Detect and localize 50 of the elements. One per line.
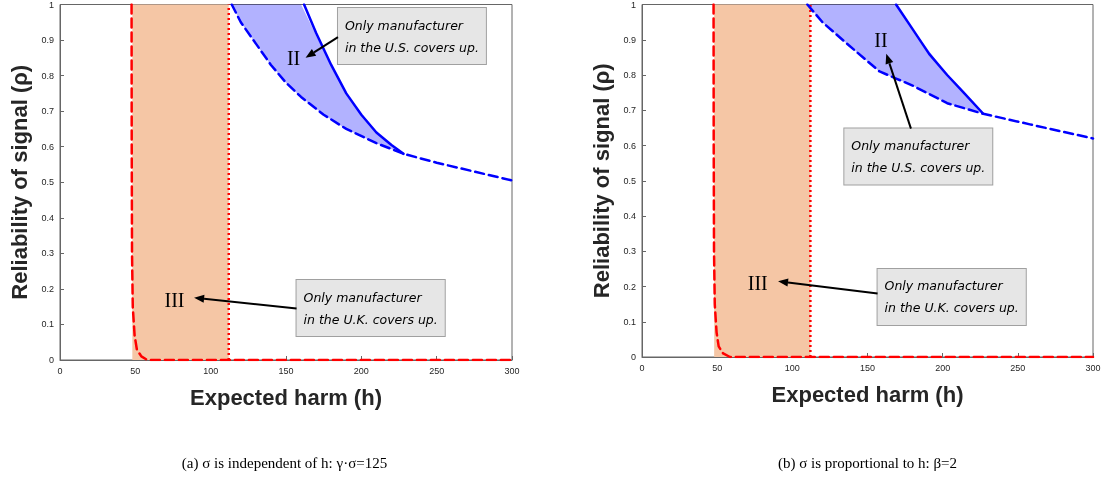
annotation: Only manufacturer in the U.K. covers up.: [884, 278, 1019, 316]
y-tick-label: 0.4: [623, 211, 636, 221]
y-tick-label: 0.3: [41, 248, 54, 259]
y-tick-label: 0.5: [623, 175, 636, 186]
x-tick-label: 300: [1085, 362, 1101, 373]
x-tick-label: 150: [859, 362, 876, 373]
x-axis-title: Expected harm (h): [771, 381, 964, 407]
y-tick-label: 0.2: [623, 281, 636, 292]
y-tick-label: 0.3: [623, 246, 636, 257]
y-tick-label: 0: [630, 352, 636, 362]
x-tick-label: 150: [278, 365, 294, 376]
y-tick-label: 0.1: [41, 319, 54, 330]
y-tick-label: 0.7: [623, 105, 636, 116]
x-tick-label: 100: [784, 362, 800, 373]
y-tick-label: 1: [630, 0, 636, 10]
y-tick-label: 0.5: [41, 177, 54, 188]
text: (a) σ is independent of h: γ·σ=125: [181, 455, 388, 472]
text: (b) σ is proportional to h: β=2: [777, 455, 958, 472]
y-tick-label: 0: [48, 355, 54, 365]
annotation: II: [874, 28, 888, 51]
annotation: Only manufacturer in the U.S. covers up.: [344, 17, 479, 55]
y-tick-label: 0.4: [41, 212, 54, 223]
y-tick-label: 0.9: [623, 34, 636, 45]
x-tick-label: 250: [1010, 362, 1026, 373]
y-axis-title: Reliability of signal (ρ): [6, 64, 32, 300]
x-tick-label: 50: [712, 362, 723, 373]
annotation: Only manufacturer in the U.S. covers up.: [851, 138, 986, 176]
x-tick-label: 0: [639, 362, 645, 373]
x-tick-label: 200: [935, 362, 951, 373]
x-tick-label: 300: [504, 365, 520, 376]
y-tick-label: 0.1: [623, 316, 636, 327]
annotation: III: [164, 288, 185, 311]
annotation: II: [286, 46, 301, 69]
y-tick-label: 0.9: [41, 35, 54, 46]
y-axis-title: Reliability of signal (ρ): [588, 63, 614, 299]
y-tick-label: 0.2: [41, 283, 54, 294]
annotation: III: [747, 271, 768, 294]
annotation: Only manufacturer in the U.K. covers up.: [303, 289, 438, 327]
y-tick-label: 0.8: [41, 70, 54, 81]
y-tick-label: 1: [48, 0, 54, 10]
x-tick-label: 100: [203, 365, 219, 376]
x-tick-label: 200: [353, 365, 369, 376]
y-tick-label: 0.6: [41, 141, 54, 152]
x-tick-label: 250: [429, 365, 445, 376]
x-tick-label: 0: [57, 365, 63, 376]
y-tick-label: 0.6: [623, 140, 636, 151]
x-tick-label: 50: [130, 365, 141, 376]
x-axis-title: Expected harm (h): [190, 384, 382, 410]
y-tick-label: 0.8: [623, 70, 636, 80]
y-tick-label: 0.7: [41, 106, 54, 117]
